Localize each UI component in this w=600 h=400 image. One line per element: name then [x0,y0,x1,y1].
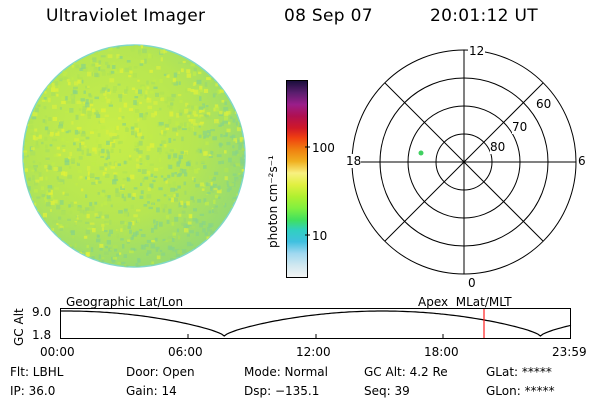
gain-info: Gain: 14 [126,384,177,398]
altitude-tick-top: 9.0 [32,305,52,319]
colorbar-ticks [305,146,310,236]
colorbar [286,80,308,278]
uv-image-disk [22,44,246,268]
mlt-label-0: 0 [468,276,476,290]
geographic-title: Geographic Lat/Lon [66,295,184,309]
colorbar-tick-10: 10 [312,229,328,243]
door-info: Door: Open [126,365,195,379]
instrument-title: Ultraviolet Imager [46,6,206,26]
orbit-altitude-curve [61,310,572,337]
polar-mlt-plot [351,49,577,275]
filter-info: Flt: LBHL [10,365,64,379]
ip-info: IP: 36.0 [10,384,56,398]
time-tick-4: 23:59 [552,345,587,359]
time-tick-0: 00:00 [40,345,75,359]
time-label: 20:01:12 UT [430,6,538,26]
altitude-plot [60,308,572,339]
altitude-tick-bottom: 1.8 [32,328,52,342]
mode-info: Mode: Normal [244,365,328,379]
apex-title: Apex MLat/MLT [418,295,512,309]
gc-alt-info: GC Alt: 4.2 Re [364,365,448,379]
glat-info: GLat: ***** [486,365,552,379]
dsp-info: Dsp: −135.1 [244,384,320,398]
lat-label-80: 80 [490,140,506,154]
date-label: 08 Sep 07 [284,6,373,26]
seq-info: Seq: 39 [364,384,410,398]
colorbar-unit-label: photon cm⁻²s⁻¹ [266,155,280,248]
lat-label-60: 60 [536,97,552,111]
time-tick-3: 18:00 [424,345,459,359]
time-tick-1: 06:00 [168,345,203,359]
glon-info: GLon: ***** [486,384,555,398]
altitude-axis-label: GC Alt [12,308,26,346]
mlt-label-12: 12 [468,44,486,58]
mlt-label-18: 18 [346,154,362,168]
polar-data-point [418,150,424,156]
colorbar-tick-100: 100 [312,141,335,155]
lat-label-70: 70 [512,120,528,134]
mlt-label-6: 6 [578,154,586,168]
time-tick-2: 12:00 [296,345,331,359]
